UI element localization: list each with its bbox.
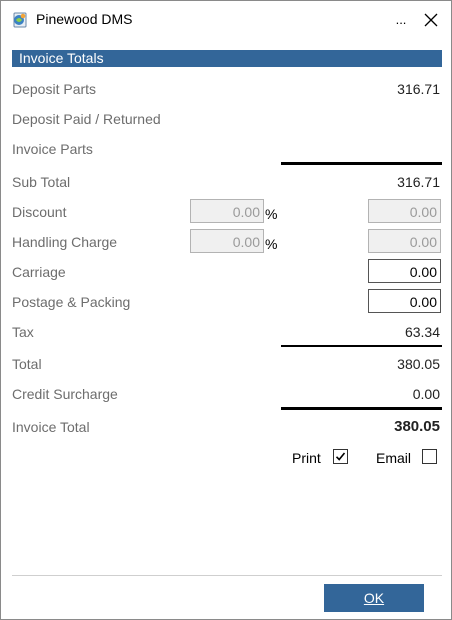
deposit-paid-returned-label: Deposit Paid / Returned [12, 111, 161, 127]
print-label: Print [292, 450, 321, 466]
total-rule [281, 345, 442, 347]
postage-packing-label: Postage & Packing [12, 294, 131, 310]
close-icon [424, 13, 438, 27]
handling-charge-label: Handling Charge [12, 234, 118, 250]
total-label: Total [12, 356, 42, 372]
discount-percent-field[interactable]: 0.00 [190, 199, 264, 223]
handling-charge-percent-field[interactable]: 0.00 [190, 229, 264, 253]
deposit-parts-label: Deposit Parts [12, 81, 97, 97]
credit-surcharge-value: 0.00 [412, 386, 440, 402]
discount-percent-symbol: % [265, 206, 278, 222]
close-button[interactable] [419, 9, 443, 31]
minimize-button[interactable]: ... [395, 12, 407, 27]
tax-value: 63.34 [404, 324, 440, 340]
pinewood-app-icon [11, 11, 29, 29]
deposit-parts-value: 316.71 [397, 81, 440, 97]
total-value: 380.05 [397, 356, 440, 372]
footer-separator [12, 575, 442, 576]
credit-surcharge-label: Credit Surcharge [12, 386, 118, 402]
invoice-total-label: Invoice Total [12, 419, 90, 435]
sub-total-label: Sub Total [12, 174, 71, 190]
section-header: Invoice Totals [12, 50, 442, 67]
discount-label: Discount [12, 204, 67, 220]
email-label: Email [376, 450, 412, 466]
postage-packing-amount-field[interactable]: 0.00 [368, 289, 441, 313]
email-checkbox[interactable] [422, 449, 437, 464]
discount-amount-field[interactable]: 0.00 [368, 199, 441, 223]
handling-charge-amount-field[interactable]: 0.00 [368, 229, 441, 253]
subtotal-rule [281, 162, 442, 165]
carriage-amount-field[interactable]: 0.00 [368, 259, 441, 283]
tax-label: Tax [12, 324, 34, 340]
checkmark-icon [335, 452, 346, 461]
handling-charge-percent-symbol: % [265, 236, 278, 252]
print-checkbox[interactable] [333, 449, 348, 464]
invoice-parts-label: Invoice Parts [12, 141, 93, 157]
invoice-total-value: 380.05 [394, 418, 440, 435]
window-title: Pinewood DMS [36, 11, 133, 27]
carriage-label: Carriage [12, 264, 66, 280]
ok-button[interactable]: OK [324, 584, 424, 612]
title-bar: Pinewood DMS ... [1, 1, 451, 39]
sub-total-value: 316.71 [397, 174, 440, 190]
invoice-total-rule [281, 407, 442, 410]
